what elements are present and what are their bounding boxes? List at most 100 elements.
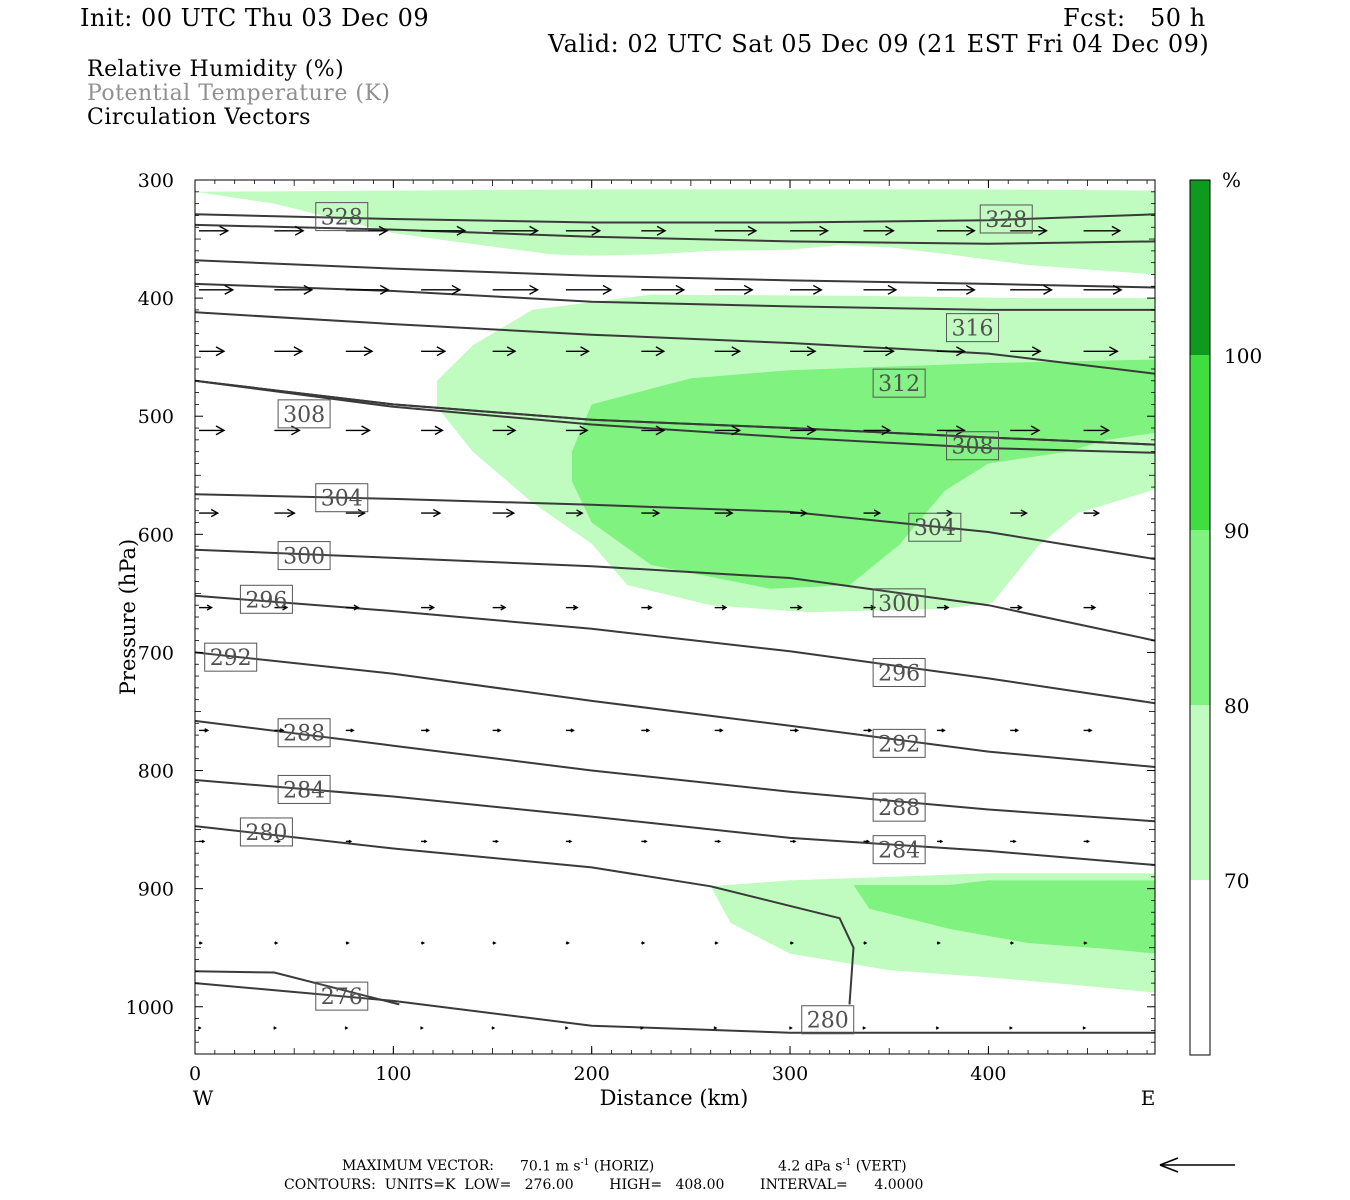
contour-label-text: 280 [245,821,287,846]
vector-head [731,425,742,436]
vector-head [868,728,873,733]
contour-label-box [204,642,258,672]
rh-region-70-80-upper [195,189,1155,275]
vector-head [719,728,724,733]
circulation-vector [199,728,210,733]
circulation-vector [1010,604,1023,611]
vector-head [420,1026,424,1030]
circulation-vector [790,839,797,844]
vector-head [1012,839,1017,844]
vector-head [640,1026,645,1030]
circulation-vector [641,941,646,945]
vector-head [602,284,613,295]
contour-label-text: 296 [878,662,920,687]
circulation-vector [421,728,431,733]
vector-head [1030,425,1041,436]
contour-label-box [872,368,926,398]
circulation-vector [274,346,304,357]
contour-label-text: 308 [952,435,994,460]
circulation-vector [345,508,366,518]
colorbar-label-80: 80 [1224,694,1249,718]
circulation-vector [1083,604,1097,611]
max-vector-horizontal: 70.1 m s-1 (HORIZ) [520,1158,655,1175]
vector-head [434,425,444,436]
circulation-vector [936,425,966,436]
circulation-vector [199,346,226,357]
vector-head [199,941,203,945]
vector-head [887,284,898,295]
theta-contour-296 [195,594,1155,705]
x-axis-west-label: W [193,1086,214,1110]
circulation-vector [345,284,390,295]
contour-label-box [979,204,1033,234]
contour-label-text: 288 [878,796,920,821]
circulation-vector [1082,1026,1087,1030]
circulation-vector [345,425,371,436]
contour-label-292: 292 [872,728,926,758]
vector-head [303,284,314,295]
vector-head [350,728,355,733]
circulation-vector [1010,425,1041,436]
colorbar-unit: % [1222,168,1241,192]
y-tick-label: 600 [138,524,174,546]
circulation-vector [641,509,661,518]
circulation-vector [863,284,898,295]
circulation-vector [199,425,226,436]
y-tick-label: 300 [138,170,174,192]
circulation-vector [641,605,653,611]
circulation-vector [492,728,502,733]
vector-head [277,839,281,844]
vector-head [873,509,882,517]
legend-circulation-vectors: Circulation Vectors [87,105,311,130]
contour-label-layer: 328 328 316 312 308 308 304 304 300 300 296 296 292 2… [204,202,1033,1035]
vector-head [743,284,754,295]
vector-head [937,941,941,945]
contour-label-text: 304 [321,487,363,512]
circulation-vector [936,225,976,236]
circulation-vector [714,941,719,945]
legend-relative-humidity: Relative Humidity (%) [87,57,345,82]
vector-head [792,839,797,844]
circulation-vector [790,728,800,733]
circulation-vector [641,839,648,844]
vector-head [731,346,742,357]
circulation-vector [1009,1026,1013,1030]
circulation-vector [790,425,817,436]
circulation-vector [492,284,540,295]
vector-head [943,604,950,611]
x-axis-east-label: E [1141,1086,1156,1110]
circulation-vector [714,604,728,611]
vector-head [1038,225,1048,236]
circulation-vector [863,941,868,945]
vector-head [425,728,431,733]
contour-label-text: 300 [283,545,325,570]
vector-head [363,346,374,357]
vector-head [273,1026,278,1030]
circulation-vector [345,941,350,945]
circulation-vector [345,839,353,844]
vector-head [274,941,279,945]
contour-label-box [277,399,331,429]
vector-head [529,284,540,295]
vector-head [939,839,944,844]
rh-region-80-90-lower [853,880,1155,954]
vector-head [378,225,389,236]
y-tick-label: 400 [138,288,174,310]
contour-label-text: 308 [283,403,325,428]
contour-label-box [239,817,293,847]
circulation-vector [863,509,882,517]
circulation-vector [199,839,206,844]
vector-head [941,728,946,733]
circulation-vector [714,284,754,295]
circulation-vector [641,225,667,236]
theta-contour-324 [195,223,1155,245]
theta-contour-284 [195,779,1155,866]
circulation-vector [565,839,573,844]
circulation-vector [421,839,428,844]
contour-label-312: 312 [872,368,926,398]
reference-vector-arrow [1159,1157,1235,1173]
init-time: Init: 00 UTC Thu 03 Dec 09 [80,4,430,32]
contour-label-284: 284 [277,774,331,804]
vector-head [1020,509,1028,517]
circulation-vector [788,1026,793,1030]
